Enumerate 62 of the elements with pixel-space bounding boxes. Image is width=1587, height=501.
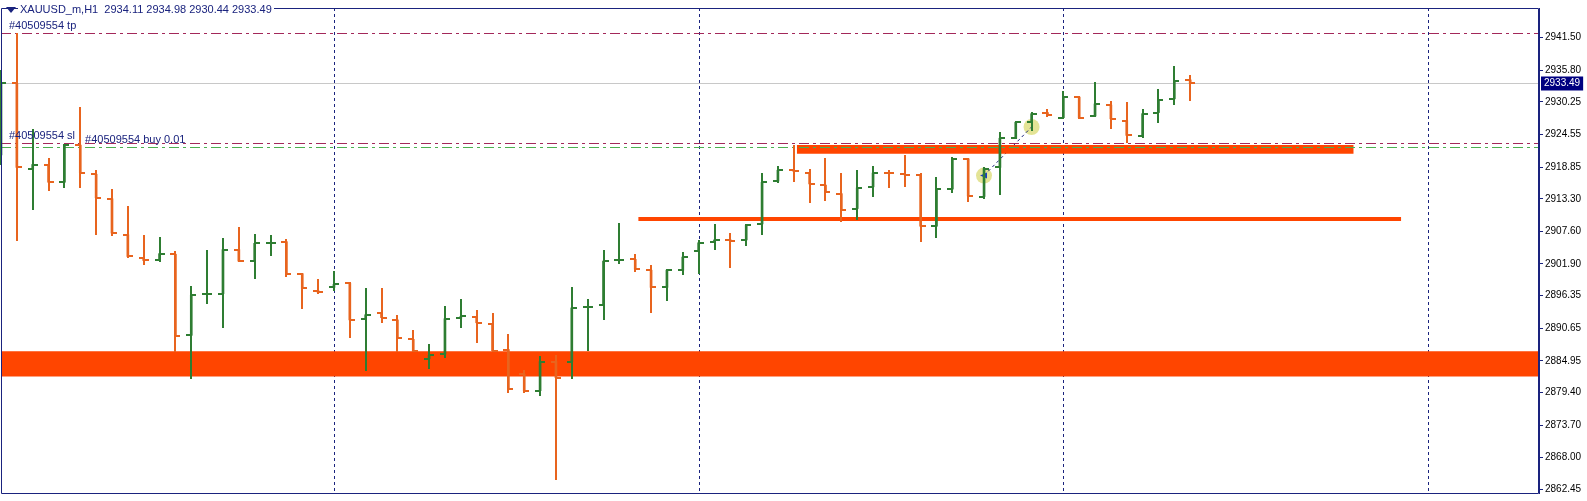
candlestick <box>677 251 689 276</box>
candlestick <box>1184 74 1196 102</box>
y-tick-label: 2890.65 <box>1545 321 1582 333</box>
candlestick <box>566 286 578 380</box>
y-tick-label: 2873.70 <box>1545 418 1582 430</box>
candlestick <box>582 298 594 352</box>
candlestick <box>851 169 863 221</box>
candlestick <box>360 287 372 372</box>
y-tick-label: 2924.55 <box>1545 128 1582 140</box>
candlestick <box>994 131 1006 196</box>
candlestick <box>265 234 277 257</box>
candlestick <box>1105 100 1117 130</box>
candlestick <box>423 343 435 370</box>
candlestick <box>249 233 261 280</box>
candlestick <box>613 222 625 265</box>
y-tick-label: 2868.00 <box>1545 451 1582 463</box>
candlestick <box>74 106 86 189</box>
candlestick <box>867 165 879 198</box>
y-tick-label: 2935.80 <box>1545 64 1582 76</box>
candlestick <box>455 298 467 329</box>
candlestick <box>376 287 388 324</box>
candlestick <box>709 223 721 251</box>
candlestick <box>788 144 800 183</box>
candlestick <box>439 305 451 359</box>
y-tick-label: 2879.40 <box>1545 386 1582 398</box>
candlestick <box>217 237 229 329</box>
candlestick <box>138 234 150 266</box>
candlestick <box>899 154 911 188</box>
y-tick-label: 2918.85 <box>1545 160 1582 172</box>
y-tick-label: 2896.35 <box>1545 289 1582 301</box>
y-tick-label: 2930.25 <box>1545 95 1582 107</box>
candlestick <box>1121 101 1133 144</box>
candlestick <box>724 232 736 269</box>
candlestick <box>1152 88 1164 124</box>
candlestick <box>43 157 55 192</box>
ref-line-label: 2933.49 <box>1544 77 1581 89</box>
candlestick <box>391 314 403 353</box>
candlestick <box>645 264 657 314</box>
candlestick <box>1168 65 1180 106</box>
y-tick-label: 2941.50 <box>1545 31 1582 43</box>
candlestick <box>185 285 197 380</box>
candlestick <box>471 309 483 344</box>
candlestick <box>502 333 514 394</box>
candlestick <box>835 172 847 223</box>
ref-line-label: #40509554 tp <box>9 19 77 32</box>
ref-line-label: #40509554 buy 0.01 <box>85 133 186 146</box>
candlestick <box>804 168 816 204</box>
candlestick <box>550 354 562 481</box>
candlestick <box>819 157 831 202</box>
y-tick-label: 2862.45 <box>1545 483 1582 495</box>
y-tick-label: 2901.90 <box>1545 257 1582 269</box>
candlestick <box>756 172 768 236</box>
chart-title: XAUUSD_m,H1 2934.11 2934.98 2930.44 2933.49 <box>18 3 274 15</box>
candlestick <box>201 249 213 305</box>
candlestick <box>328 270 340 292</box>
candlestick <box>930 176 942 239</box>
y-tick-label: 2884.95 <box>1545 354 1582 366</box>
y-tick-label: 2907.60 <box>1545 225 1582 237</box>
candlestick <box>90 169 102 236</box>
y-tick-label: 2913.30 <box>1545 192 1582 204</box>
candlestick <box>598 249 610 321</box>
candlestick <box>534 355 546 397</box>
